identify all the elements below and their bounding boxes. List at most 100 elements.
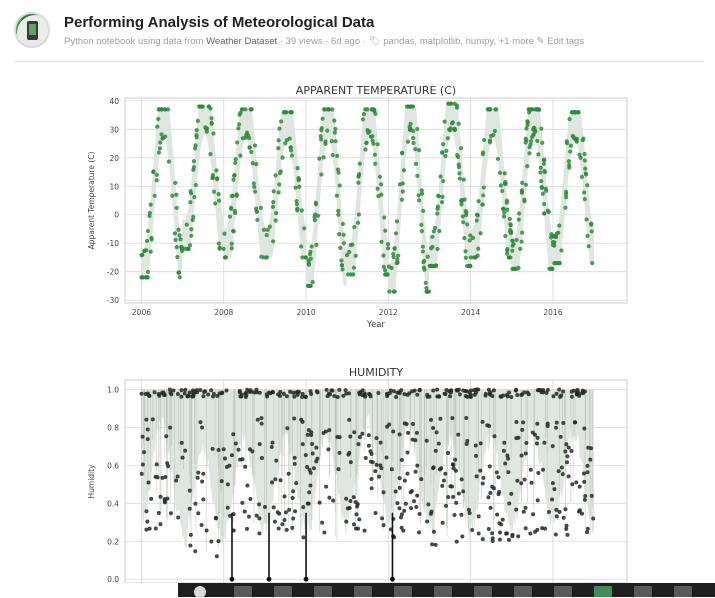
humidity-point — [281, 391, 286, 396]
taskbar-task-view[interactable] — [274, 586, 292, 597]
humidity-point — [451, 494, 456, 499]
temperature-point — [296, 176, 301, 181]
temperature-point — [365, 107, 370, 112]
humidity-point — [366, 443, 371, 448]
temperature-point — [184, 222, 189, 227]
humidity-point — [271, 505, 276, 510]
humidity-point — [577, 508, 582, 513]
humidity-point — [407, 391, 412, 396]
notebook-avatar[interactable] — [14, 12, 50, 48]
temperature-point — [223, 255, 228, 260]
humidity-point — [351, 495, 356, 500]
humidity-point — [262, 504, 267, 509]
taskbar-start[interactable] — [194, 586, 206, 598]
humidity-point — [581, 471, 586, 476]
taskbar-app1[interactable] — [314, 586, 332, 597]
humidity-point — [399, 457, 404, 462]
humidity-point — [221, 447, 226, 452]
temperature-point — [365, 128, 370, 133]
temperature-point — [474, 218, 479, 223]
temperature-point — [326, 107, 332, 112]
temperature-point — [563, 205, 568, 210]
humidity-point — [490, 536, 495, 541]
humidity-point — [502, 440, 507, 445]
humidity-point — [564, 526, 569, 531]
humidity-point — [440, 483, 445, 488]
humidity-point — [443, 471, 448, 476]
temperature-point — [497, 170, 503, 175]
temperature-point — [276, 146, 281, 151]
taskbar-app6[interactable] — [514, 586, 532, 597]
humidity-point — [300, 442, 305, 447]
humidity-point — [495, 512, 500, 517]
temperature-point — [233, 157, 238, 162]
humidity-point — [231, 528, 236, 533]
temperature-point — [501, 206, 506, 211]
temperature-point — [333, 139, 338, 144]
taskbar-app9[interactable] — [634, 586, 652, 597]
humidity-point — [381, 490, 386, 495]
humidity-point — [156, 391, 161, 396]
humidity-point — [224, 464, 229, 469]
humidity-chart-svg: HUMIDITY 0.0 0.2 0.4 0.6 0.8 1.0 Humidity — [87, 366, 628, 584]
temperature-point — [416, 193, 421, 198]
temperature-point — [391, 254, 396, 260]
temperature-point — [513, 266, 518, 271]
taskbar-app3[interactable] — [394, 586, 412, 597]
humidity-point — [284, 527, 289, 532]
taskbar-app7[interactable] — [554, 586, 572, 597]
taskbar-search[interactable] — [234, 586, 252, 597]
humidity-point — [292, 394, 297, 399]
dataset-link[interactable]: Weather Dataset — [206, 36, 278, 47]
temperature-point — [582, 190, 587, 195]
taskbar-app5[interactable] — [474, 586, 492, 597]
temperature-point — [422, 267, 427, 272]
temperature-point — [393, 231, 399, 236]
temperature-point — [375, 142, 380, 147]
temperature-point — [445, 136, 450, 141]
humidity-point — [566, 474, 571, 479]
temperature-point — [231, 229, 236, 234]
humidity-point — [476, 531, 481, 536]
humidity-point — [433, 542, 438, 547]
humidity-point — [410, 422, 415, 427]
humidity-point — [478, 468, 483, 473]
tags-list[interactable]: pandas, matplotlib, numpy, +1 more — [383, 36, 534, 47]
temperature-point — [556, 261, 562, 266]
temperature-point — [195, 118, 200, 123]
taskbar-app8[interactable] — [594, 586, 612, 597]
temperature-point — [229, 193, 234, 199]
temperature-point — [399, 151, 405, 156]
temperature-point — [553, 234, 558, 239]
temperature-point — [395, 260, 400, 265]
humidity-point — [516, 435, 521, 440]
humidity-point — [466, 507, 471, 512]
temperature-point — [382, 215, 387, 220]
humidity-point — [240, 500, 245, 505]
temperature-point — [549, 266, 555, 271]
temperature-point — [419, 191, 425, 196]
temperature-point — [424, 285, 429, 291]
humidity-point — [507, 501, 512, 506]
taskbar-app2[interactable] — [354, 586, 372, 597]
humidity-point — [550, 481, 555, 486]
temperature-point — [217, 245, 222, 250]
humidity-point — [509, 491, 514, 496]
humidity-point — [516, 534, 521, 539]
humidity-point — [346, 391, 351, 396]
temperature-point — [462, 235, 467, 241]
humidity-point — [453, 468, 458, 473]
humidity-point — [193, 549, 198, 554]
taskbar-app4[interactable] — [434, 586, 452, 597]
humidity-point — [292, 455, 297, 460]
edit-tags-link[interactable]: Edit tags — [547, 36, 585, 47]
humidity-point — [357, 435, 362, 440]
temperature-point — [216, 241, 221, 246]
humidity-point — [209, 539, 214, 544]
humidity-point — [473, 443, 478, 448]
humidity-point — [199, 522, 204, 527]
humidity-point — [582, 497, 587, 502]
temperature-point — [523, 182, 528, 187]
pencil-icon[interactable]: ✎ — [536, 36, 545, 47]
taskbar-app10[interactable] — [674, 586, 692, 597]
